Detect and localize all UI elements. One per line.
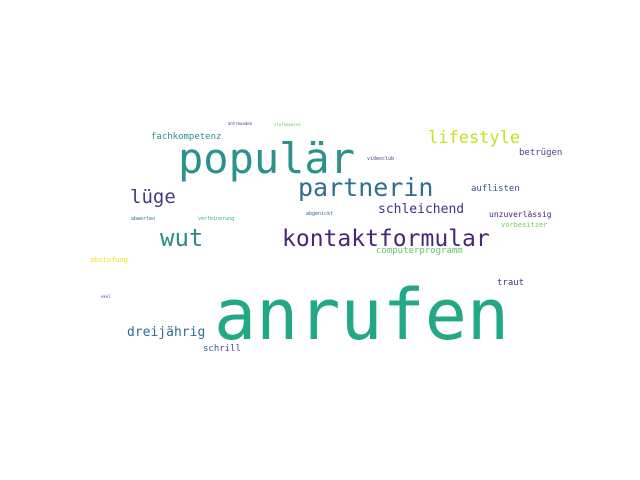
word-kontaktformular: kontaktformular xyxy=(282,226,490,252)
word-computerprogramm: computerprogramm xyxy=(376,246,463,256)
word-abstufung: abstufung xyxy=(90,256,128,264)
word-unzuverlaessig: unzuverlässig xyxy=(489,210,552,219)
word-betruegen: betrügen xyxy=(519,148,563,158)
word-abgenickt: abgenickt xyxy=(306,211,334,217)
word-lifestyle: lifestyle xyxy=(428,128,521,148)
word-ekel: ekel xyxy=(101,294,111,299)
word-abwerten: abwerten xyxy=(131,216,156,222)
word-schleichend: schleichend xyxy=(378,202,465,217)
word-luege: lüge xyxy=(130,186,176,208)
word-stufenweise: stufenweise xyxy=(274,122,301,127)
word-dreijaehrig: dreijährig xyxy=(127,325,206,340)
word-fachkompetenz: fachkompetenz xyxy=(151,132,222,142)
word-populaer: populär xyxy=(178,134,356,183)
word-schrill: schrill xyxy=(203,344,241,354)
word-antreunden: antreunden xyxy=(228,121,253,126)
word-anrufen: anrufen xyxy=(214,274,510,356)
word-videoclub: videoclub xyxy=(367,156,395,162)
word-verfeinerung: verfeinerung xyxy=(198,216,235,222)
word-auflisten: auflisten xyxy=(471,184,520,194)
word-wut: wut xyxy=(160,224,204,252)
word-partnerin: partnerin xyxy=(298,173,434,202)
word-traut: traut xyxy=(497,278,525,288)
word-vorbesitzer: vorbesitzer xyxy=(501,221,548,229)
